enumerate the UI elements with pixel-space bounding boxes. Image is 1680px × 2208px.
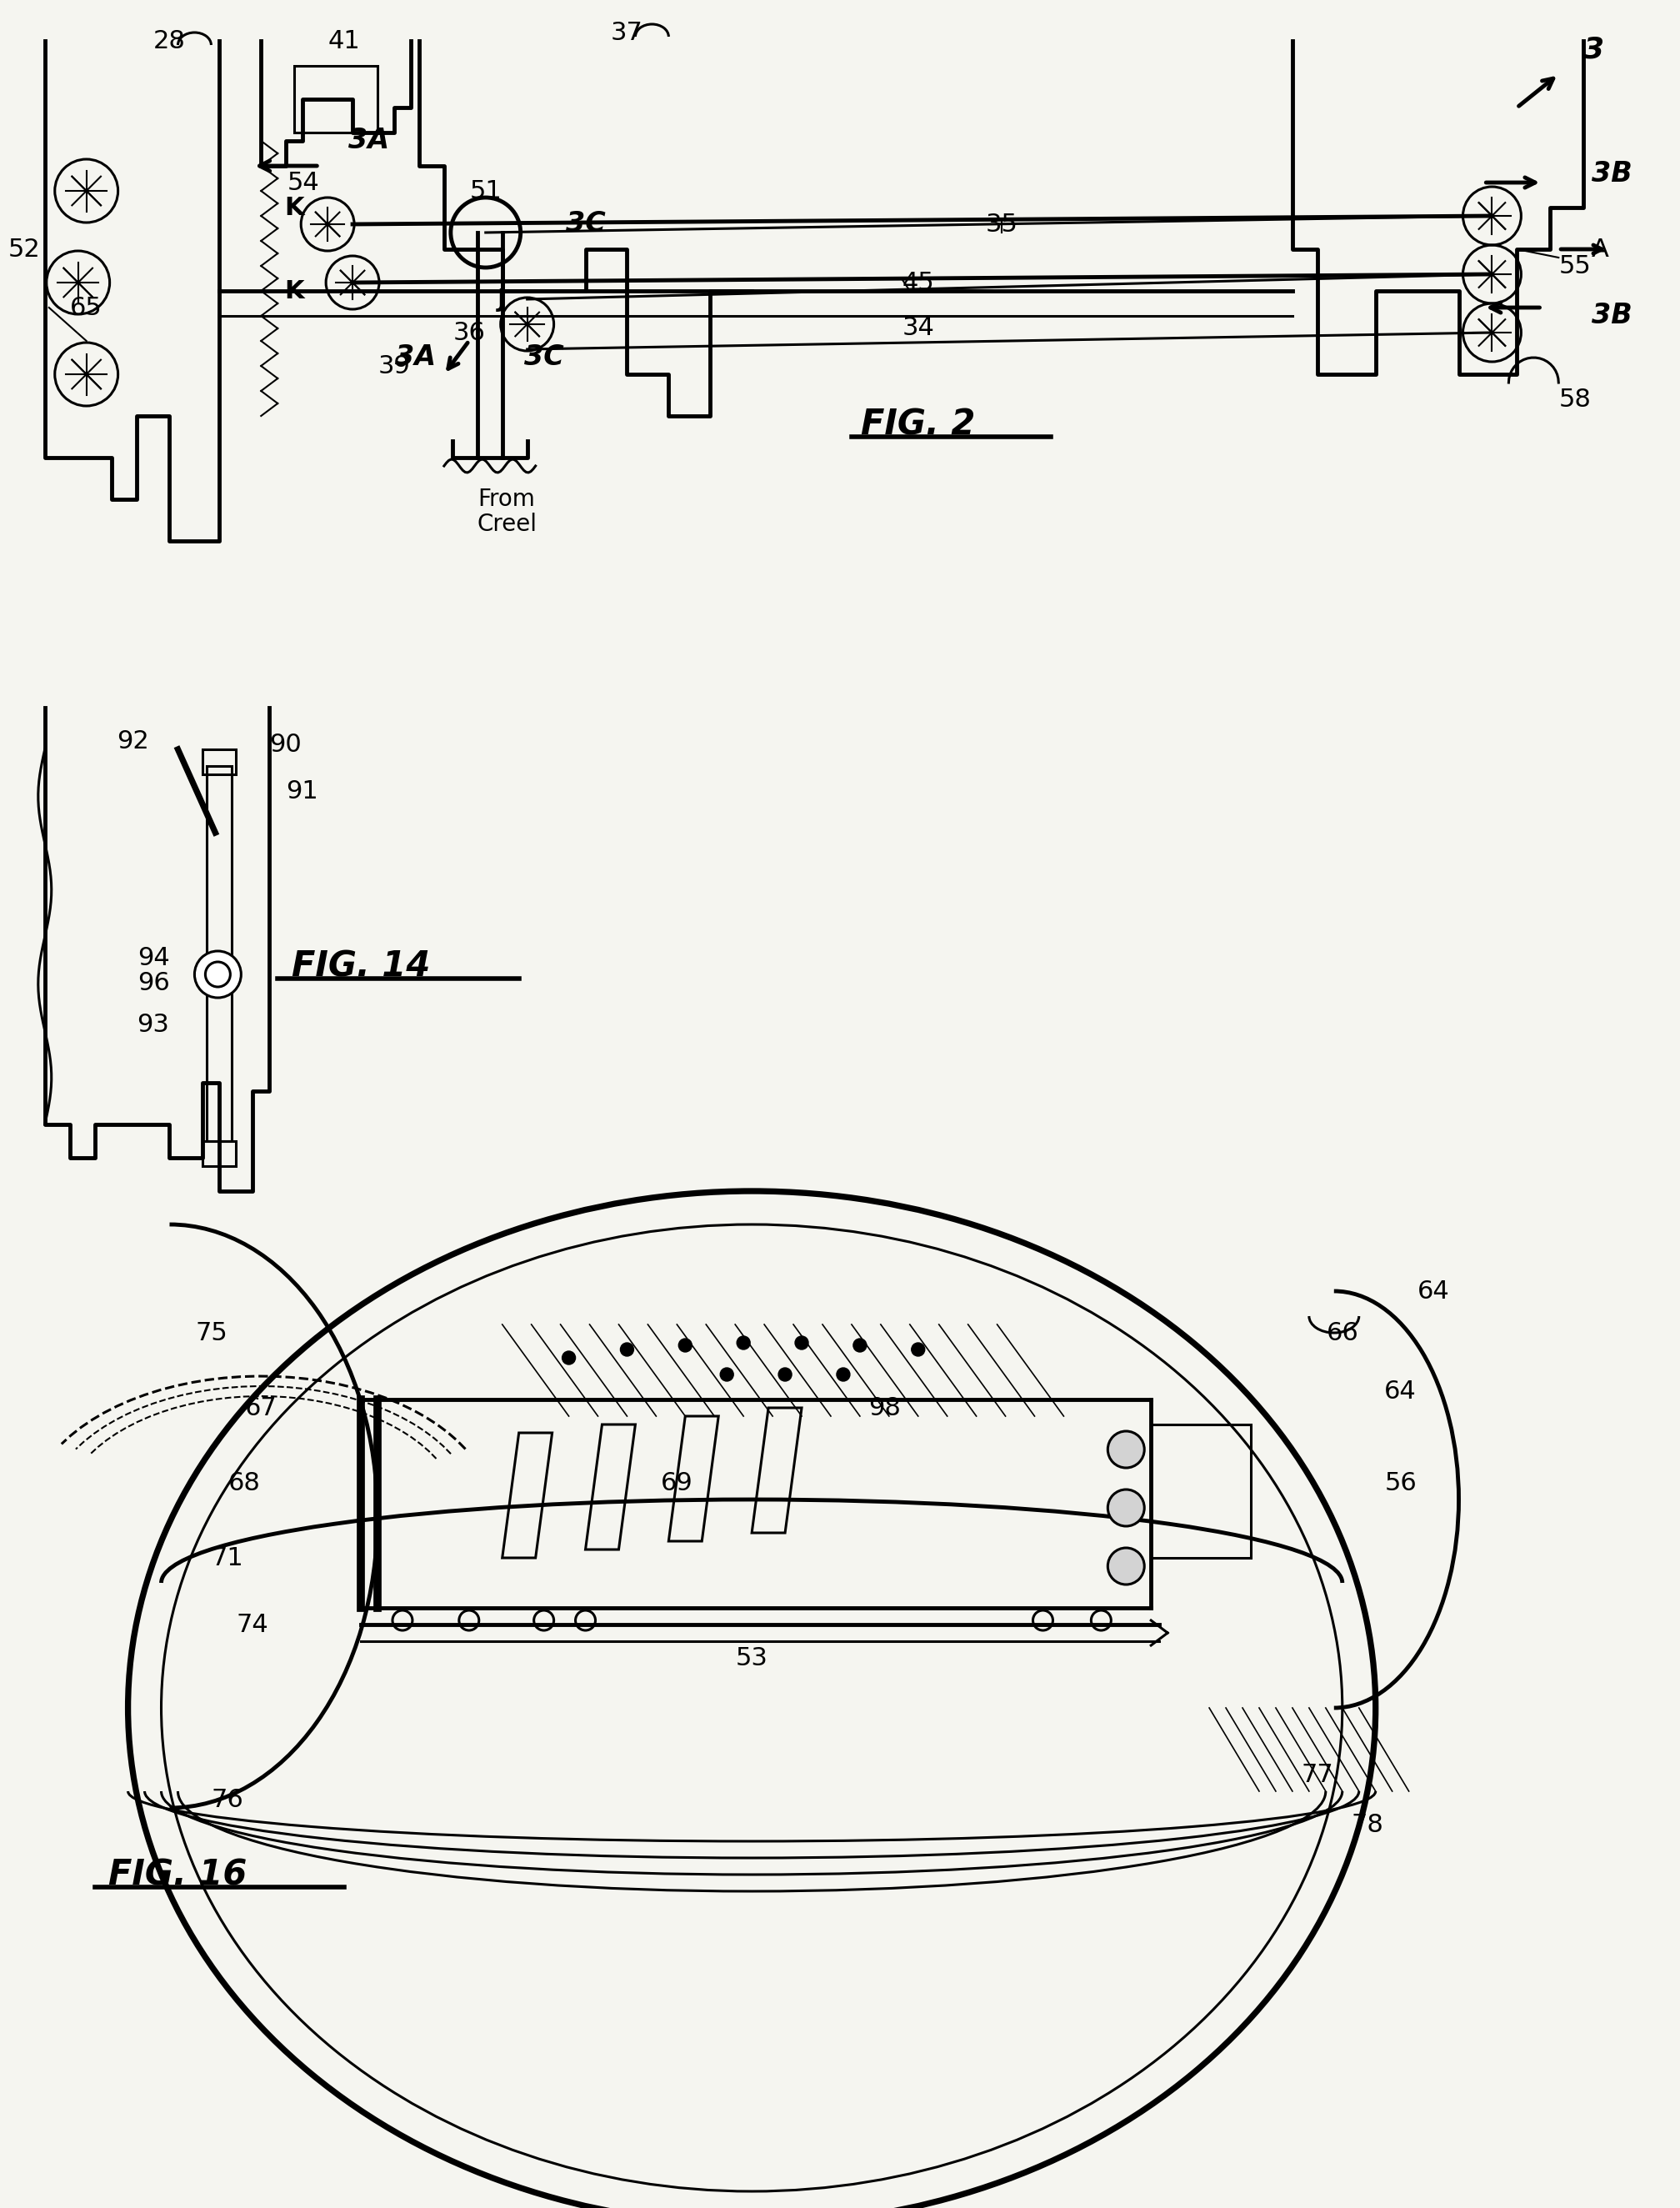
Text: 58: 58 <box>1559 386 1591 411</box>
Text: 36: 36 <box>454 320 486 344</box>
Text: 74: 74 <box>237 1612 269 1636</box>
Circle shape <box>778 1367 791 1382</box>
Circle shape <box>721 1367 734 1382</box>
Text: 28: 28 <box>153 29 186 53</box>
Bar <box>294 66 378 132</box>
Text: 3C: 3C <box>524 344 564 371</box>
Text: FIG. 2: FIG. 2 <box>860 406 976 442</box>
Text: 34: 34 <box>902 316 934 340</box>
Text: Creel: Creel <box>477 512 538 537</box>
Circle shape <box>195 952 242 998</box>
Text: 55: 55 <box>1559 254 1591 278</box>
Text: 3A: 3A <box>395 344 435 371</box>
Text: 3A: 3A <box>349 128 390 155</box>
Text: 45: 45 <box>902 269 934 294</box>
Circle shape <box>679 1338 692 1351</box>
Text: 78: 78 <box>1351 1813 1383 1837</box>
Text: 92: 92 <box>116 729 150 753</box>
Bar <box>203 749 237 775</box>
Text: 98: 98 <box>869 1395 900 1420</box>
Circle shape <box>837 1367 850 1382</box>
Text: 94: 94 <box>138 945 170 969</box>
Circle shape <box>1107 1431 1144 1468</box>
Text: 51: 51 <box>469 179 502 203</box>
Text: 77: 77 <box>1302 1762 1334 1786</box>
Circle shape <box>1107 1548 1144 1585</box>
Circle shape <box>912 1342 924 1356</box>
Circle shape <box>1107 1490 1144 1526</box>
Text: 64: 64 <box>1384 1380 1416 1404</box>
Text: 93: 93 <box>138 1011 170 1036</box>
Text: 56: 56 <box>1384 1471 1416 1495</box>
Text: J: J <box>497 287 507 311</box>
Text: 39: 39 <box>378 353 410 378</box>
Text: 90: 90 <box>269 733 302 757</box>
Text: 91: 91 <box>286 779 318 804</box>
Bar <box>1151 1424 1252 1559</box>
Circle shape <box>853 1338 867 1351</box>
Text: 96: 96 <box>138 972 170 996</box>
Text: 68: 68 <box>228 1471 260 1495</box>
Text: FIG. 14: FIG. 14 <box>292 949 430 983</box>
Text: 67: 67 <box>245 1395 277 1420</box>
Text: 3B: 3B <box>1593 302 1633 329</box>
Text: 41: 41 <box>328 29 361 53</box>
Text: 53: 53 <box>736 1645 768 1669</box>
Circle shape <box>795 1336 808 1349</box>
Text: 52: 52 <box>8 236 40 261</box>
Text: 71: 71 <box>212 1546 244 1570</box>
Text: 65: 65 <box>71 296 102 320</box>
Text: A: A <box>1593 236 1609 261</box>
Text: 54: 54 <box>287 170 319 194</box>
Text: K: K <box>284 278 304 302</box>
Text: 3B: 3B <box>1593 161 1633 188</box>
Circle shape <box>738 1336 751 1349</box>
Text: FIG. 16: FIG. 16 <box>109 1857 247 1892</box>
Bar <box>207 766 232 1142</box>
Text: 75: 75 <box>195 1320 227 1345</box>
Text: 3C: 3C <box>566 210 605 238</box>
Text: 35: 35 <box>984 212 1018 236</box>
Text: 64: 64 <box>1418 1278 1450 1303</box>
Text: 37: 37 <box>612 20 643 44</box>
Bar <box>203 1142 237 1166</box>
Text: K: K <box>284 197 304 219</box>
Circle shape <box>563 1351 576 1365</box>
Text: 66: 66 <box>1326 1320 1359 1345</box>
Text: 76: 76 <box>212 1788 244 1811</box>
Text: 69: 69 <box>660 1471 694 1495</box>
Text: 3: 3 <box>1584 35 1604 64</box>
Text: From: From <box>477 488 534 510</box>
Circle shape <box>620 1342 633 1356</box>
